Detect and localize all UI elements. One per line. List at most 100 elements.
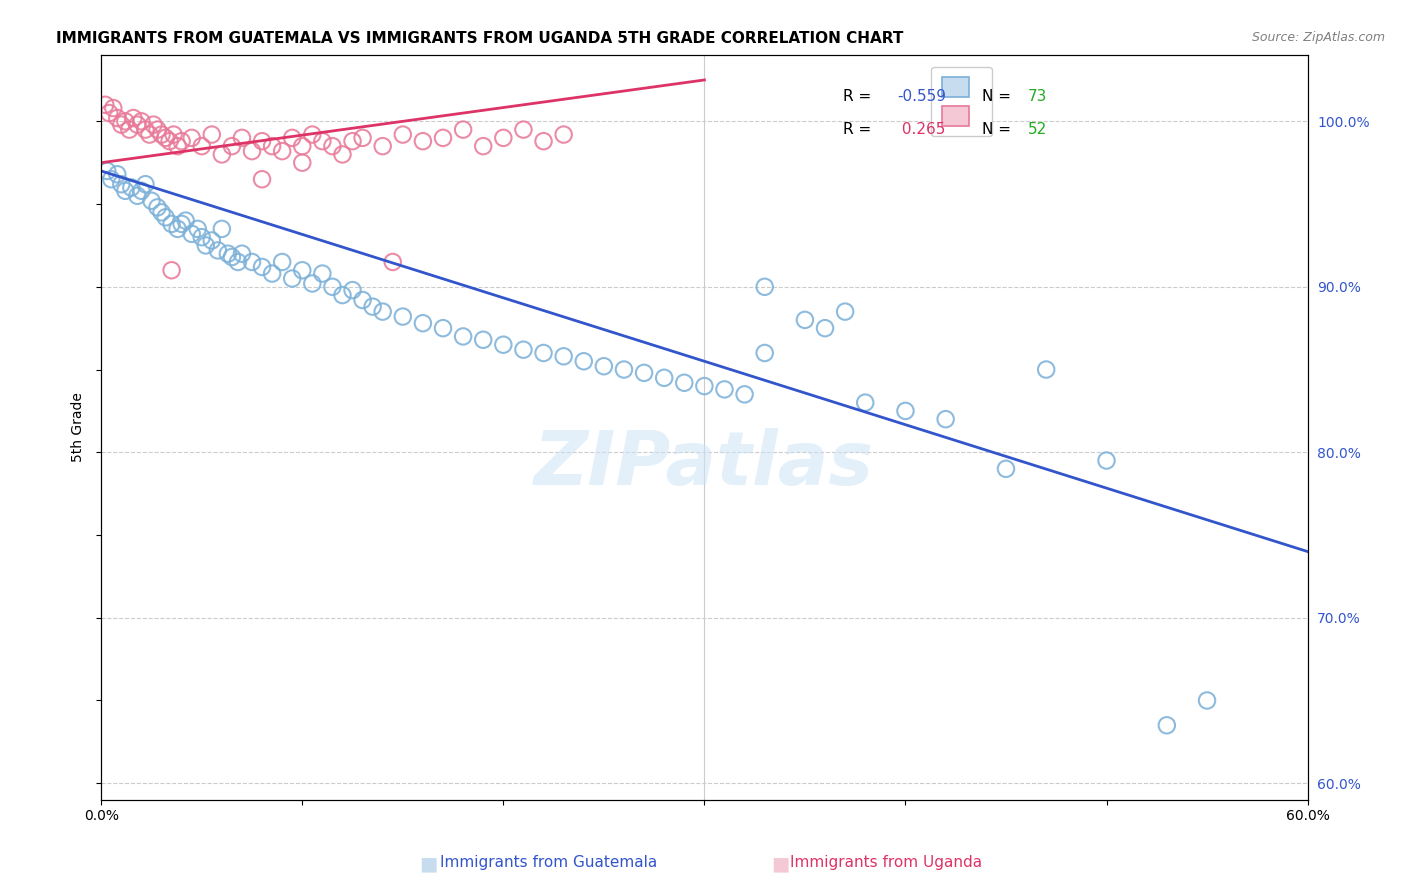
Point xyxy=(271,144,294,158)
Point xyxy=(118,122,141,136)
Point xyxy=(100,172,122,186)
Point xyxy=(150,205,173,219)
Point xyxy=(734,387,756,401)
Point xyxy=(134,122,156,136)
Point xyxy=(98,106,121,120)
Point xyxy=(332,147,354,161)
Point xyxy=(613,362,636,376)
Point xyxy=(114,114,136,128)
Text: -0.559: -0.559 xyxy=(897,88,946,103)
Point xyxy=(142,118,165,132)
Point xyxy=(633,366,655,380)
Point xyxy=(994,462,1017,476)
Point xyxy=(103,101,125,115)
Point xyxy=(155,211,177,225)
Point xyxy=(160,263,183,277)
Point xyxy=(281,271,304,285)
Point xyxy=(713,383,735,397)
Point xyxy=(201,234,224,248)
Point xyxy=(361,300,384,314)
Point xyxy=(432,131,454,145)
Point xyxy=(250,172,273,186)
Point xyxy=(451,329,474,343)
Point xyxy=(201,128,224,142)
Point xyxy=(134,178,156,192)
Point xyxy=(301,128,323,142)
Point xyxy=(332,288,354,302)
Point xyxy=(371,304,394,318)
Point xyxy=(935,412,957,426)
Point xyxy=(432,321,454,335)
Point xyxy=(693,379,716,393)
Point xyxy=(110,178,132,192)
Point xyxy=(391,128,413,142)
Text: Immigrants from Guatemala: Immigrants from Guatemala xyxy=(440,855,657,870)
Point xyxy=(155,131,177,145)
Point xyxy=(814,321,837,335)
Text: 52: 52 xyxy=(1028,122,1047,137)
Point xyxy=(281,131,304,145)
Point xyxy=(211,147,233,161)
Point xyxy=(311,134,333,148)
Point xyxy=(166,222,188,236)
Point xyxy=(342,283,364,297)
Point xyxy=(412,134,434,148)
Point xyxy=(170,134,193,148)
Point xyxy=(533,134,555,148)
Point xyxy=(321,280,343,294)
Text: Immigrants from Uganda: Immigrants from Uganda xyxy=(790,855,981,870)
Point xyxy=(160,217,183,231)
Point xyxy=(211,222,233,236)
Point xyxy=(162,128,184,142)
Text: IMMIGRANTS FROM GUATEMALA VS IMMIGRANTS FROM UGANDA 5TH GRADE CORRELATION CHART: IMMIGRANTS FROM GUATEMALA VS IMMIGRANTS … xyxy=(56,31,904,46)
Point xyxy=(194,238,217,252)
Point xyxy=(793,313,815,327)
Point xyxy=(105,111,128,125)
Point xyxy=(240,255,263,269)
Point xyxy=(221,250,243,264)
Point xyxy=(1035,362,1057,376)
Point xyxy=(451,122,474,136)
Point xyxy=(146,200,169,214)
Point xyxy=(352,293,374,307)
Point xyxy=(342,134,364,148)
Point xyxy=(240,144,263,158)
Point xyxy=(250,260,273,274)
Point xyxy=(412,316,434,330)
Point xyxy=(180,227,202,241)
Point xyxy=(105,167,128,181)
Point xyxy=(231,131,253,145)
Point xyxy=(391,310,413,324)
Point xyxy=(138,128,160,142)
Point xyxy=(114,184,136,198)
Point xyxy=(131,114,153,128)
Point xyxy=(127,118,149,132)
Point xyxy=(217,246,239,260)
Point xyxy=(472,139,495,153)
Point xyxy=(187,222,209,236)
Point xyxy=(894,404,917,418)
Point xyxy=(271,255,294,269)
Point xyxy=(834,304,856,318)
Point xyxy=(110,118,132,132)
Point xyxy=(122,111,145,125)
Y-axis label: 5th Grade: 5th Grade xyxy=(72,392,86,462)
Point xyxy=(311,267,333,281)
Text: 0.265: 0.265 xyxy=(897,122,946,137)
Point xyxy=(301,277,323,291)
Point xyxy=(1156,718,1178,732)
Text: R =: R = xyxy=(844,88,876,103)
Text: N =: N = xyxy=(981,88,1015,103)
Point xyxy=(381,255,404,269)
Point xyxy=(291,263,314,277)
Text: R =: R = xyxy=(844,122,876,137)
Point xyxy=(492,131,515,145)
Point xyxy=(174,213,197,227)
Point xyxy=(190,139,212,153)
Point xyxy=(492,337,515,351)
Point xyxy=(141,194,163,208)
Point xyxy=(166,139,188,153)
Point xyxy=(512,122,534,136)
Point xyxy=(853,395,876,409)
Point xyxy=(472,333,495,347)
